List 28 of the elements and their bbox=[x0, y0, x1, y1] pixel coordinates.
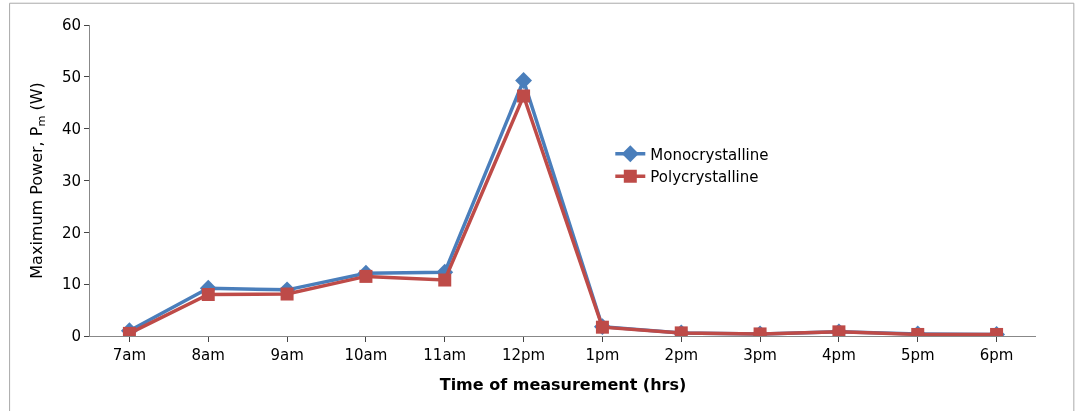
point bbox=[280, 287, 294, 301]
x-tick-label: 12pm bbox=[501, 346, 546, 364]
y-tick-label: 60 bbox=[61, 16, 81, 35]
point bbox=[517, 89, 531, 103]
x-tick-label: 10am bbox=[344, 346, 388, 364]
y-tick-label: 40 bbox=[61, 119, 81, 138]
x-tick-label: 11am bbox=[423, 346, 467, 364]
point bbox=[438, 273, 452, 287]
point bbox=[201, 288, 215, 302]
y-tick-label: 20 bbox=[61, 223, 81, 242]
legend-label: Monocrystalline bbox=[650, 145, 769, 164]
y-tick-label: 50 bbox=[61, 68, 81, 87]
legend-label: Polycrystalline bbox=[650, 168, 759, 187]
x-axis-title: Time of measurement (hrs) bbox=[439, 374, 687, 394]
point bbox=[359, 269, 373, 283]
x-tick-label: 2pm bbox=[664, 346, 699, 364]
y-tick-label: 30 bbox=[61, 171, 81, 190]
x-tick-label: 7am bbox=[112, 346, 147, 364]
x-tick-label: 4pm bbox=[822, 346, 856, 364]
y-tick-label: 0 bbox=[71, 327, 81, 346]
x-tick-label: 8am bbox=[191, 346, 225, 364]
x-tick-label: 9am bbox=[270, 346, 304, 364]
x-tick-label: 3pm bbox=[743, 346, 777, 364]
point bbox=[515, 72, 533, 89]
x-tick-label: 1pm bbox=[585, 346, 620, 364]
x-tick-label: 5pm bbox=[900, 346, 935, 364]
x-tick-label: 6pm bbox=[979, 346, 1014, 364]
y-tick-label: 10 bbox=[61, 275, 81, 294]
